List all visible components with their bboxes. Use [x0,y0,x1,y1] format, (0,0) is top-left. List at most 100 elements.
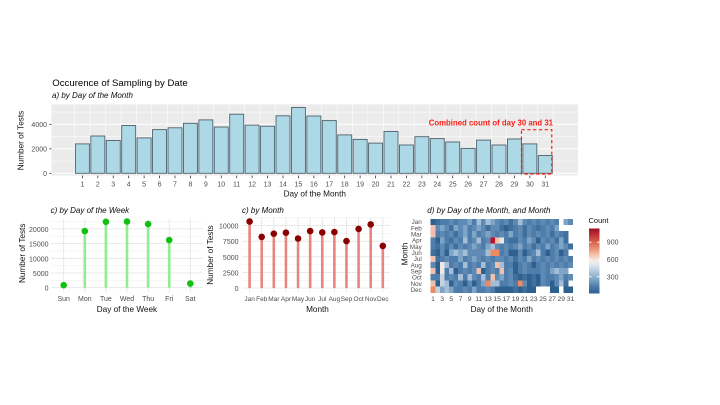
svg-text:15: 15 [295,182,303,189]
svg-text:29: 29 [511,182,519,189]
svg-text:Jan: Jan [244,296,255,303]
svg-text:7500: 7500 [223,239,239,246]
svg-text:21: 21 [387,182,395,189]
svg-text:22: 22 [403,182,411,189]
svg-text:3: 3 [440,296,444,303]
svg-text:May: May [292,296,305,303]
svg-text:Number of Tests: Number of Tests [206,225,215,284]
svg-text:Occurence of Sampling by Date: Occurence of Sampling by Date [52,78,187,89]
svg-text:Wed: Wed [120,296,134,303]
svg-text:10000: 10000 [29,256,49,263]
svg-text:19: 19 [356,182,364,189]
svg-text:15: 15 [493,296,501,303]
svg-text:9: 9 [204,182,208,189]
svg-text:Sat: Sat [185,296,196,303]
svg-text:31: 31 [567,296,575,303]
svg-text:May: May [410,244,423,251]
svg-text:12: 12 [248,182,256,189]
svg-text:Month: Month [401,242,410,265]
svg-text:28: 28 [495,182,503,189]
svg-text:5000: 5000 [223,255,239,262]
svg-text:0: 0 [235,286,239,293]
svg-text:Nov: Nov [411,281,423,288]
svg-text:Aug: Aug [329,296,341,303]
svg-text:Jun: Jun [305,296,316,303]
svg-text:c) by Day of the Week: c) by Day of the Week [51,206,131,215]
svg-text:Apr: Apr [412,238,422,245]
svg-text:900: 900 [607,240,619,247]
svg-text:15000: 15000 [29,242,49,249]
svg-text:13: 13 [264,182,272,189]
svg-text:Mon: Mon [78,296,92,303]
svg-text:23: 23 [418,182,426,189]
svg-text:19: 19 [512,296,520,303]
svg-text:Oct: Oct [354,296,364,303]
svg-text:20: 20 [372,182,380,189]
svg-text:17: 17 [325,182,333,189]
svg-text:6: 6 [158,182,162,189]
svg-text:23: 23 [530,296,538,303]
svg-text:16: 16 [310,182,318,189]
svg-text:20000: 20000 [29,227,49,234]
svg-text:10: 10 [217,182,225,189]
svg-text:Jul: Jul [414,256,422,263]
svg-text:27: 27 [548,296,556,303]
svg-text:Dec: Dec [377,296,389,303]
svg-text:Nov: Nov [365,296,377,303]
svg-text:Day of the Month: Day of the Month [471,305,534,314]
svg-text:Month: Month [306,305,329,314]
svg-text:25: 25 [449,182,457,189]
svg-text:300: 300 [607,274,619,281]
svg-text:29: 29 [558,296,566,303]
svg-text:Sep: Sep [411,268,423,275]
svg-text:4000: 4000 [31,122,47,129]
svg-text:26: 26 [464,182,472,189]
svg-text:Dec: Dec [411,287,422,294]
svg-text:c) by Month: c) by Month [242,206,284,215]
svg-text:8: 8 [188,182,192,189]
svg-text:9: 9 [468,296,472,303]
svg-text:Oct: Oct [412,275,422,282]
svg-text:17: 17 [503,296,511,303]
svg-text:Thu: Thu [142,296,154,303]
svg-text:31: 31 [541,182,549,189]
svg-text:Mar: Mar [411,231,422,238]
svg-text:600: 600 [607,257,619,264]
svg-text:0: 0 [43,171,47,178]
svg-text:10000: 10000 [219,224,239,231]
svg-text:2: 2 [96,182,100,189]
svg-text:4: 4 [127,182,131,189]
svg-text:21: 21 [521,296,529,303]
svg-text:Fri: Fri [165,296,174,303]
svg-text:Jul: Jul [318,296,327,303]
svg-text:5: 5 [142,182,146,189]
svg-text:0: 0 [45,286,49,293]
svg-text:5: 5 [449,296,453,303]
svg-text:Feb: Feb [256,296,268,303]
svg-text:7: 7 [459,296,463,303]
svg-text:Number of Tests: Number of Tests [18,224,27,283]
svg-text:Number of Tests: Number of Tests [17,111,26,170]
svg-text:11: 11 [233,182,240,189]
svg-text:7: 7 [173,182,177,189]
svg-text:a) by Day of the Month: a) by Day of the Month [52,91,133,100]
svg-text:25: 25 [539,296,547,303]
svg-text:Jun: Jun [412,250,423,257]
svg-text:30: 30 [526,182,534,189]
svg-text:d) by Day of the Month, and Mo: d) by Day of the Month, and Month [427,206,551,215]
svg-text:14: 14 [279,182,287,189]
svg-text:13: 13 [484,296,492,303]
svg-text:1: 1 [80,182,84,189]
svg-text:Sun: Sun [57,296,70,303]
svg-text:18: 18 [341,182,349,189]
svg-text:11: 11 [475,296,482,303]
svg-text:1: 1 [431,296,435,303]
svg-text:Aug: Aug [411,262,423,269]
svg-text:Sep: Sep [341,296,353,303]
svg-text:Combined count of day 30 and 3: Combined count of day 30 and 31 [429,119,554,128]
svg-text:Mar: Mar [268,296,280,303]
svg-text:Apr: Apr [281,296,292,303]
svg-text:Feb: Feb [411,225,422,232]
svg-text:Tue: Tue [100,296,112,303]
svg-text:5000: 5000 [33,271,49,278]
